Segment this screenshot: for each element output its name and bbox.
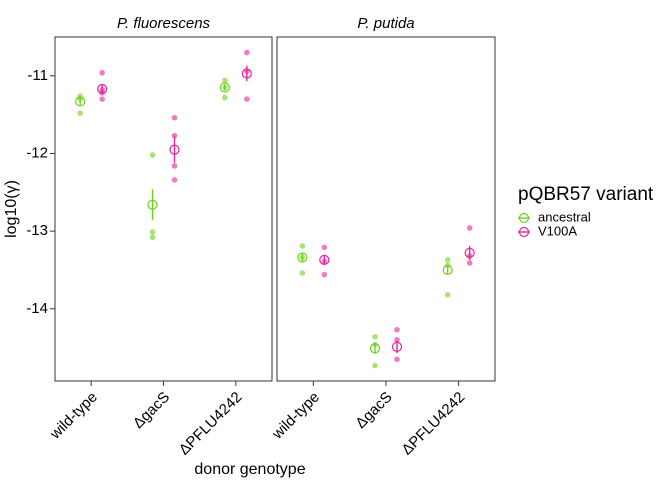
mean-marker [219,82,230,93]
x-tick-label: ΔgacS [352,389,395,432]
y-tick-label: -12 [26,144,48,161]
y-axis-title: log10(γ) [3,180,20,238]
panel-border [54,36,273,382]
mean-marker [147,199,158,210]
data-point [77,110,83,116]
data-point [444,292,451,298]
y-tick-label: -14 [26,300,48,317]
mean-marker [75,96,86,107]
data-point [321,271,328,278]
data-point [171,114,178,121]
data-point [99,69,105,76]
legend-label: ancestral [538,209,591,224]
data-point [222,94,228,101]
data-point [222,77,228,84]
legend-marker [518,226,530,238]
x-tick-label: wild-type [46,389,101,444]
data-point [444,257,451,263]
data-point [394,337,400,343]
mean-marker [319,254,330,265]
data-point [244,96,250,102]
y-tick-label: -11 [27,67,48,84]
mean-marker [297,252,308,263]
data-point [99,96,105,102]
x-axis-title: donor genotype [194,461,305,478]
x-tick-label: ΔgacS [130,389,173,432]
mean-marker [391,341,403,352]
data-point [372,333,378,340]
data-point [244,49,250,56]
facet-title: P. putida [357,15,414,32]
data-point [149,152,156,158]
legend-marker [518,212,530,224]
legend-label: V100A [538,223,577,238]
data-point [171,177,178,183]
data-point [372,362,378,369]
y-tick-label: -13 [26,222,48,239]
data-point [149,229,156,235]
mean-marker [442,264,453,276]
x-tick-label: wild-type [268,389,323,444]
data-point [394,326,400,333]
data-point [171,132,178,139]
legend-title: pQBR57 variant [518,184,654,205]
data-point [299,243,306,249]
mean-marker [241,68,252,79]
mean-marker [369,343,381,354]
facet-title: P. fluorescens [117,15,211,32]
mean-marker [97,83,108,95]
data-point [466,260,473,266]
x-tick-label: ΔPFLU4242 [398,389,468,459]
data-point [466,225,473,231]
data-point [321,244,328,251]
data-point [394,356,400,363]
mean-marker [169,144,180,155]
data-point [149,234,156,241]
x-tick-label: ΔPFLU4242 [176,389,246,459]
data-point [171,163,178,169]
mean-marker [464,247,475,258]
panel-border [276,36,496,382]
data-point [299,270,306,276]
